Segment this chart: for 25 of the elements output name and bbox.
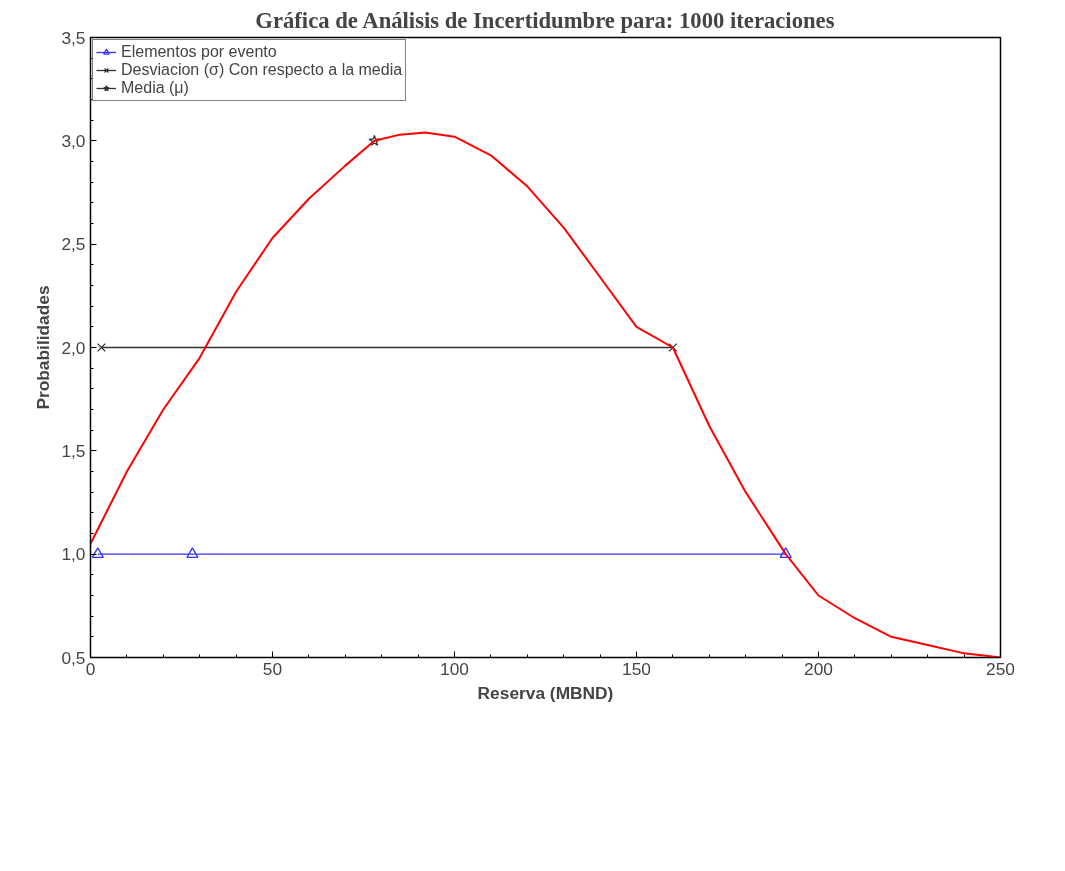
point [96,342,106,353]
y-tick-label: 3,0 [61,130,86,151]
y-axis-title: Probabilidades [33,285,54,410]
point [91,547,104,558]
y-tick-label: 0,5 [61,647,86,668]
x-tick-label: 50 [262,658,283,679]
legend-label: Desviacion (σ) Con respecto a la media [121,61,403,79]
x-tick-label: 150 [622,658,651,679]
y-tick-label: 1,5 [61,440,86,461]
x-tick-label: 250 [986,658,1015,679]
legend-label: Media (μ) [121,79,189,97]
point [779,547,792,558]
y-tick-label: 1,0 [61,544,86,565]
y-tick-label: 3,5 [61,27,86,48]
x-axis-title: Reserva (MBND) [477,682,614,703]
x-tick-label: 0 [85,658,96,679]
x-tick-label: 200 [804,658,833,679]
legend-label: Elementos por evento [121,43,277,61]
point [186,547,199,558]
y-tick-label: 2,5 [61,234,86,255]
point [668,342,678,353]
x-tick-label: 100 [440,658,469,679]
y-tick-label: 2,0 [61,337,86,358]
chart-title: Gráfica de Análisis de Incertidumbre para: 1000 iteraciones [255,7,835,33]
point [368,134,381,146]
